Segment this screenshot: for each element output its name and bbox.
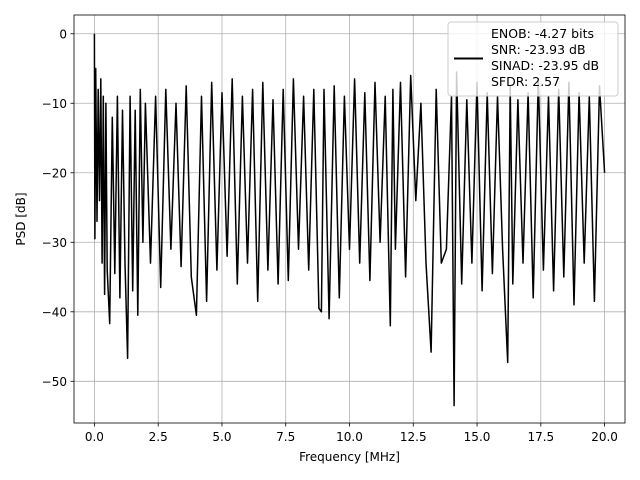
x-tick-label: 15.0 xyxy=(464,430,491,444)
grid xyxy=(74,15,625,423)
x-tick-label: 5.0 xyxy=(212,430,231,444)
x-tick-label: 12.5 xyxy=(400,430,427,444)
legend-entry-sinad: SINAD: -23.95 dB xyxy=(491,58,599,73)
legend-entry-snr: SNR: -23.93 dB xyxy=(491,42,586,57)
y-tick-label: −40 xyxy=(42,305,67,319)
psd-series xyxy=(93,33,606,407)
psd-line xyxy=(93,33,606,407)
y-tick-label: −30 xyxy=(42,236,67,250)
y-tick-label: −20 xyxy=(42,166,67,180)
y-tick-label: 0 xyxy=(59,27,67,41)
x-tick-label: 0.0 xyxy=(85,430,104,444)
x-tick-label: 7.5 xyxy=(276,430,295,444)
y-tick-label: −10 xyxy=(42,97,67,111)
x-tick-label: 20.0 xyxy=(591,430,618,444)
x-tick-label: 2.5 xyxy=(149,430,168,444)
axis-ticks: 0.0 2.5 5.0 7.5 10.0 12.5 15.0 17.5 20.0 0 −10 −20 −… xyxy=(42,27,618,444)
legend: ENOB: -4.27 bits SNR: -23.93 dB SINAD: -… xyxy=(447,21,619,97)
legend-entry-enob: ENOB: -4.27 bits xyxy=(491,26,594,41)
x-tick-label: 17.5 xyxy=(527,430,554,444)
legend-entry-sfdr: SFDR: 2.57 xyxy=(491,74,560,89)
y-axis-label: PSD [dB] xyxy=(14,192,28,245)
x-axis-label: Frequency [MHz] xyxy=(299,450,400,464)
x-tick-label: 10.0 xyxy=(336,430,363,444)
y-tick-label: −50 xyxy=(42,375,67,389)
legend-box xyxy=(447,21,619,97)
